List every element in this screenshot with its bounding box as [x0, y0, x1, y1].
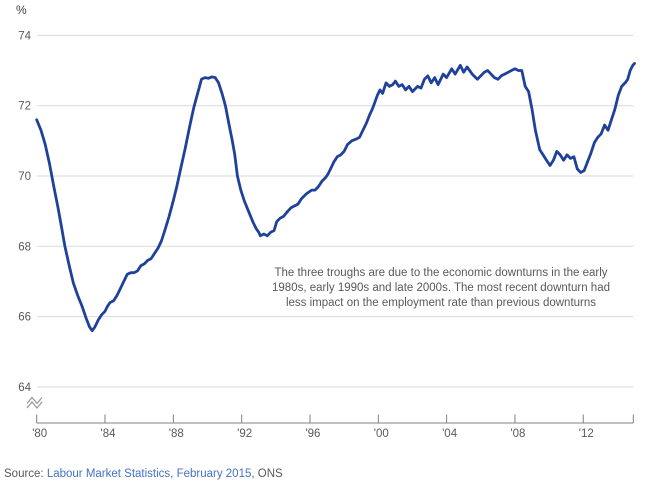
- x-tick-label-2008: '08: [510, 428, 525, 440]
- x-tick-label-2004: '04: [442, 428, 458, 440]
- source-caption: Source: Labour Market Statistics, Februa…: [4, 468, 283, 480]
- axis-break-icon-1: [26, 396, 43, 405]
- x-tick-label-2000: '00: [374, 428, 389, 440]
- y-tick-label-66: 66: [18, 312, 31, 324]
- y-tick-label-70: 70: [18, 171, 31, 183]
- annotation-line-3: less impact on the employment rate than …: [285, 297, 597, 309]
- y-tick-label-74: 74: [18, 30, 31, 42]
- y-tick-label-72: 72: [18, 101, 31, 113]
- x-tick-label-1984: '84: [101, 428, 117, 440]
- y-tick-label-64: 64: [18, 382, 31, 394]
- employment-rate-series-line: [35, 62, 636, 333]
- y-axis-unit-label: %: [16, 3, 27, 17]
- source-link[interactable]: Labour Market Statistics, February 2015: [46, 468, 252, 480]
- y-tick-label-68: 68: [18, 241, 31, 253]
- x-tick-label-1996: '96: [305, 428, 320, 440]
- annotation-line-1: The three troughs are due to the economi…: [274, 267, 608, 279]
- x-tick-label-1980: '80: [32, 428, 47, 440]
- x-tick-label-2012: '12: [579, 428, 594, 440]
- source-suffix: , ONS: [251, 468, 283, 480]
- axis-break-icon-2: [26, 400, 43, 410]
- annotation-line-2: 1980s, early 1990s and late 2000s. The m…: [272, 282, 610, 294]
- line-chart-canvas: 74 72 70 68 66 64 '80 '84 '88 '92 '96 '00 '04 '08 '12: [18, 30, 636, 440]
- chart-annotation: The three troughs are due to the economi…: [235, 266, 645, 311]
- x-tick-label-1988: '88: [169, 428, 184, 440]
- x-tick-label-1992: '92: [237, 428, 252, 440]
- source-prefix: Source:: [4, 468, 47, 480]
